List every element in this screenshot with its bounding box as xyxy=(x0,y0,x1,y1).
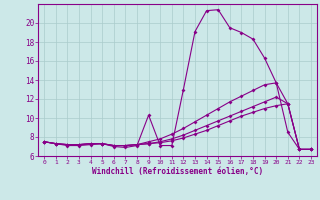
X-axis label: Windchill (Refroidissement éolien,°C): Windchill (Refroidissement éolien,°C) xyxy=(92,167,263,176)
